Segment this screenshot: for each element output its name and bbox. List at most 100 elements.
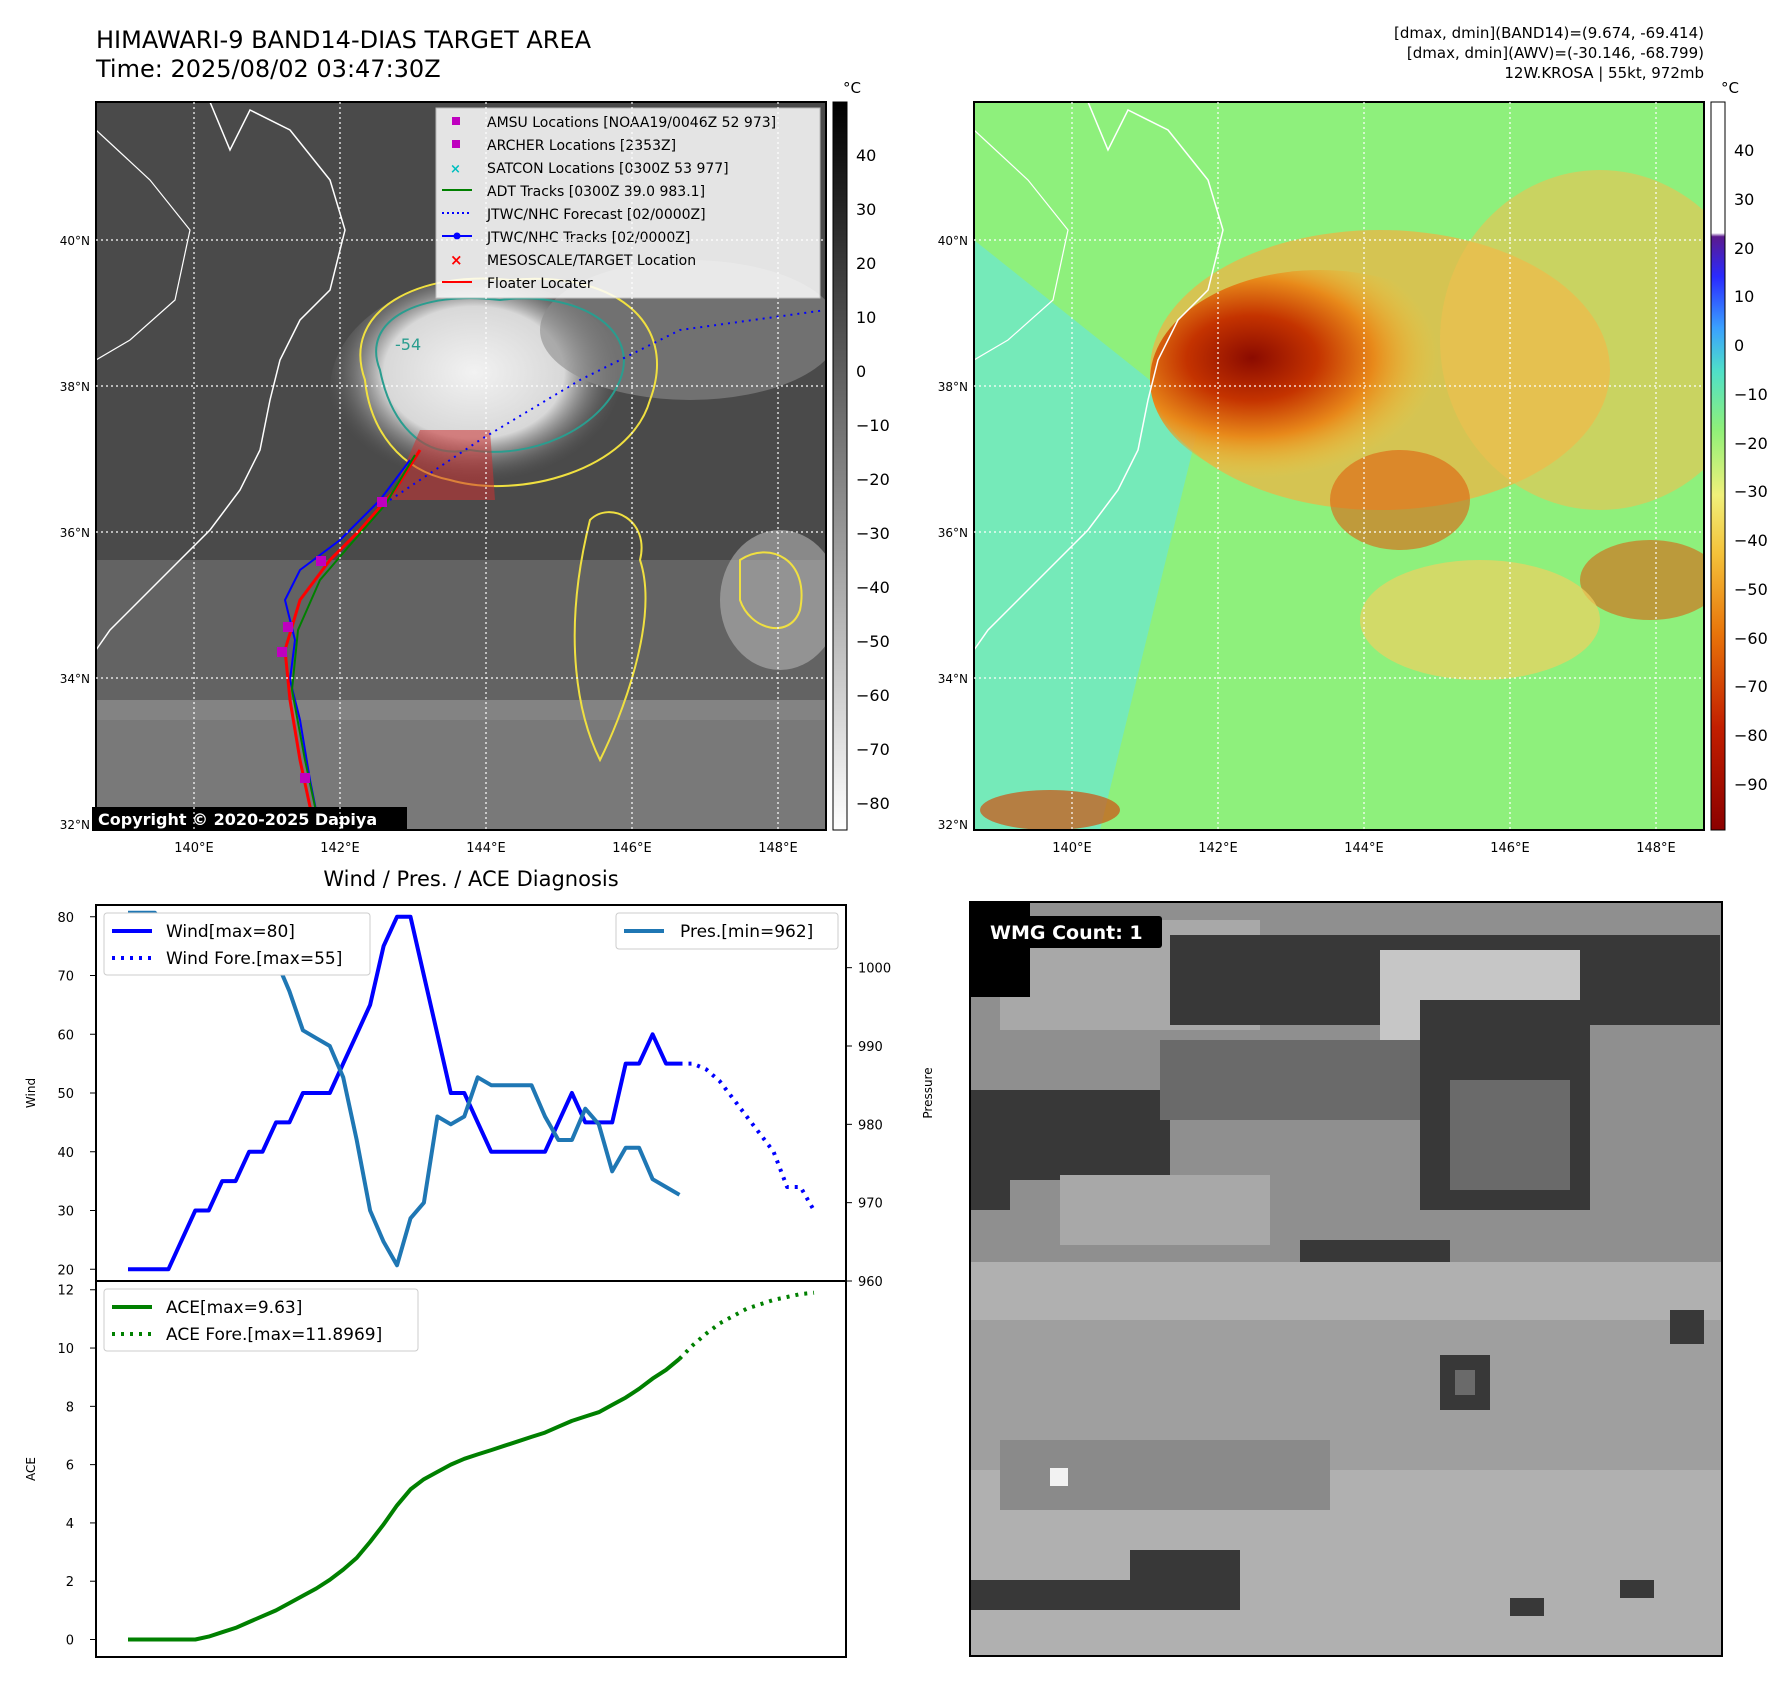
ytick-label: 50: [57, 1087, 74, 1102]
ytick-label: 30: [57, 1205, 74, 1220]
svg-text:×: ×: [450, 251, 463, 269]
ir-colorbar-tick: 20: [856, 254, 876, 273]
color-colorbar-tick: 30: [1734, 190, 1754, 209]
ir-colorbar-unit: °C: [843, 79, 861, 97]
ir-colorbar-tick: −80: [856, 794, 890, 813]
ir-colorbar-tick: −30: [856, 524, 890, 543]
lon-label: 148°E: [758, 841, 798, 856]
color-colorbar-tick: −10: [1734, 385, 1768, 404]
lon-label: 148°E: [1636, 841, 1676, 856]
lat-label: 36°N: [938, 526, 968, 540]
ir-colorbar-tick: 0: [856, 362, 866, 381]
color-colorbar-tick: −50: [1734, 580, 1768, 599]
color-colorbar-tick: −40: [1734, 531, 1768, 550]
lat-label: 38°N: [60, 380, 90, 394]
legend-jtwc-forecast: JTWC/NHC Forecast [02/0000Z]: [486, 207, 706, 223]
color-colorbar-unit: °C: [1721, 79, 1739, 97]
ytick-label: 8: [66, 1400, 74, 1415]
ace-chart-plot: 12 10 8 6 4 2 0: [57, 1284, 815, 1649]
lat-label: 34°N: [938, 672, 968, 686]
lat-label: 34°N: [60, 672, 90, 686]
copyright-label: Copyright © 2020-2025 Dapiya: [98, 810, 377, 829]
ir-colorbar-tick: −70: [856, 740, 890, 759]
ir-colorbar-tick: 40: [856, 146, 876, 165]
ir-colorbar-tick: −50: [856, 632, 890, 651]
ir-colorbar-tick: −20: [856, 470, 890, 489]
series-line-0: [128, 914, 680, 1272]
wind-axis-label: Wind: [24, 1078, 38, 1108]
lat-label: 32°N: [938, 818, 968, 832]
ir-colorbar: °C 40 30 20 10 0 −10 −20 −30 −40 −50 −60…: [832, 79, 890, 831]
lat-label: 40°N: [60, 234, 90, 248]
legend-wind-fore: Wind Fore.[max=55]: [166, 949, 342, 969]
map-gridlines: [96, 102, 1704, 830]
ytick-label: 20: [57, 1263, 74, 1278]
lat-label: 36°N: [60, 526, 90, 540]
ir-colorbar-tick: 30: [856, 200, 876, 219]
color-colorbar: °C 40 30 20 10 0 −10 −20 −30 −40 −50 −60…: [1710, 79, 1768, 831]
figure-title: HIMAWARI-9 BAND14-DIAS TARGET AREA: [96, 26, 592, 54]
lon-label: 142°E: [1198, 841, 1238, 856]
color-colorbar-tick: 40: [1734, 141, 1754, 160]
color-colorbar-tick: −80: [1734, 726, 1768, 745]
lon-label: 146°E: [1490, 841, 1530, 856]
map-axis-labels: 140°E 142°E 144°E 146°E 148°E 40°N 38°N 36°N 34°…: [60, 234, 1676, 856]
legend-mesoscale: MESOSCALE/TARGET Location: [487, 253, 696, 269]
chart-title: Wind / Pres. / ACE Diagnosis: [323, 867, 618, 891]
color-colorbar-tick: −70: [1734, 677, 1768, 696]
series-line-1: [679, 1061, 816, 1212]
legend-adt: ADT Tracks [0300Z 39.0 983.1]: [487, 184, 705, 200]
color-colorbar-tick: −30: [1734, 482, 1768, 501]
ace-chart: 12 10 8 6 4 2 0 ACE ACE[max=9.63] ACE Fore.[ma…: [24, 1280, 847, 1658]
ytick-label: 40: [57, 1146, 74, 1161]
ytick-label: 12: [57, 1284, 74, 1299]
color-colorbar-tick: 0: [1734, 336, 1744, 355]
ytick-right-label: 960: [858, 1275, 883, 1290]
awv-range: [dmax, dmin](AWV)=(-30.146, -68.799): [1406, 44, 1704, 62]
legend-wind: Wind[max=80]: [166, 922, 295, 942]
lon-label: 140°E: [1052, 841, 1092, 856]
legend-pressure: Pres.[min=962]: [680, 922, 813, 942]
legend-satcon: SATCON Locations [0300Z 53 977]: [487, 161, 729, 177]
color-map-panel: [973, 101, 1705, 831]
ir-colorbar-tick: −60: [856, 686, 890, 705]
ir-legend: AMSU Locations [NOAA19/0046Z 52 973] ARC…: [435, 107, 821, 299]
lat-label: 40°N: [938, 234, 968, 248]
ir-colorbar-tick: 10: [856, 308, 876, 327]
ir-colorbar-tick: −40: [856, 578, 890, 597]
ytick-label: 60: [57, 1028, 74, 1043]
ace-axis-label: ACE: [24, 1457, 38, 1481]
storm-info: 12W.KROSA | 55kt, 972mb: [1504, 64, 1704, 82]
ytick-right-label: 1000: [858, 962, 891, 977]
band14-range: [dmax, dmin](BAND14)=(9.674, -69.414): [1393, 24, 1704, 42]
figure-time: Time: 2025/08/02 03:47:30Z: [96, 55, 441, 83]
ytick-label: 6: [66, 1459, 74, 1474]
ytick-right-label: 980: [858, 1118, 883, 1133]
lon-label: 142°E: [320, 841, 360, 856]
contour-label: -54: [395, 335, 421, 354]
ytick-right-label: 970: [858, 1197, 883, 1212]
legend-ace-fore: ACE Fore.[max=11.8969]: [166, 1325, 382, 1345]
legend-jtwc-tracks: JTWC/NHC Tracks [02/0000Z]: [486, 230, 690, 246]
wmg-panel: WMG Count: 1: [969, 901, 1723, 1657]
ytick-label: 4: [66, 1517, 74, 1532]
color-colorbar-tick: −60: [1734, 629, 1768, 648]
svg-text:×: ×: [450, 162, 461, 177]
color-colorbar-tick: 10: [1734, 287, 1754, 306]
ytick-label: 10: [57, 1342, 74, 1357]
lon-label: 146°E: [612, 841, 652, 856]
ytick-right-label: 990: [858, 1040, 883, 1055]
color-colorbar-tick: −90: [1734, 775, 1768, 794]
ytick-label: 0: [66, 1634, 74, 1649]
lon-label: 144°E: [466, 841, 506, 856]
legend-archer: ARCHER Locations [2353Z]: [487, 138, 676, 154]
ytick-label: 70: [57, 970, 74, 985]
legend-floater: Floater Locater: [487, 276, 593, 292]
lat-label: 38°N: [938, 380, 968, 394]
color-colorbar-tick: −20: [1734, 434, 1768, 453]
pressure-axis-label: Pressure: [921, 1067, 935, 1118]
lon-label: 144°E: [1344, 841, 1384, 856]
series-line-0: [128, 1357, 681, 1642]
wmg-count-label: WMG Count: 1: [990, 922, 1143, 944]
